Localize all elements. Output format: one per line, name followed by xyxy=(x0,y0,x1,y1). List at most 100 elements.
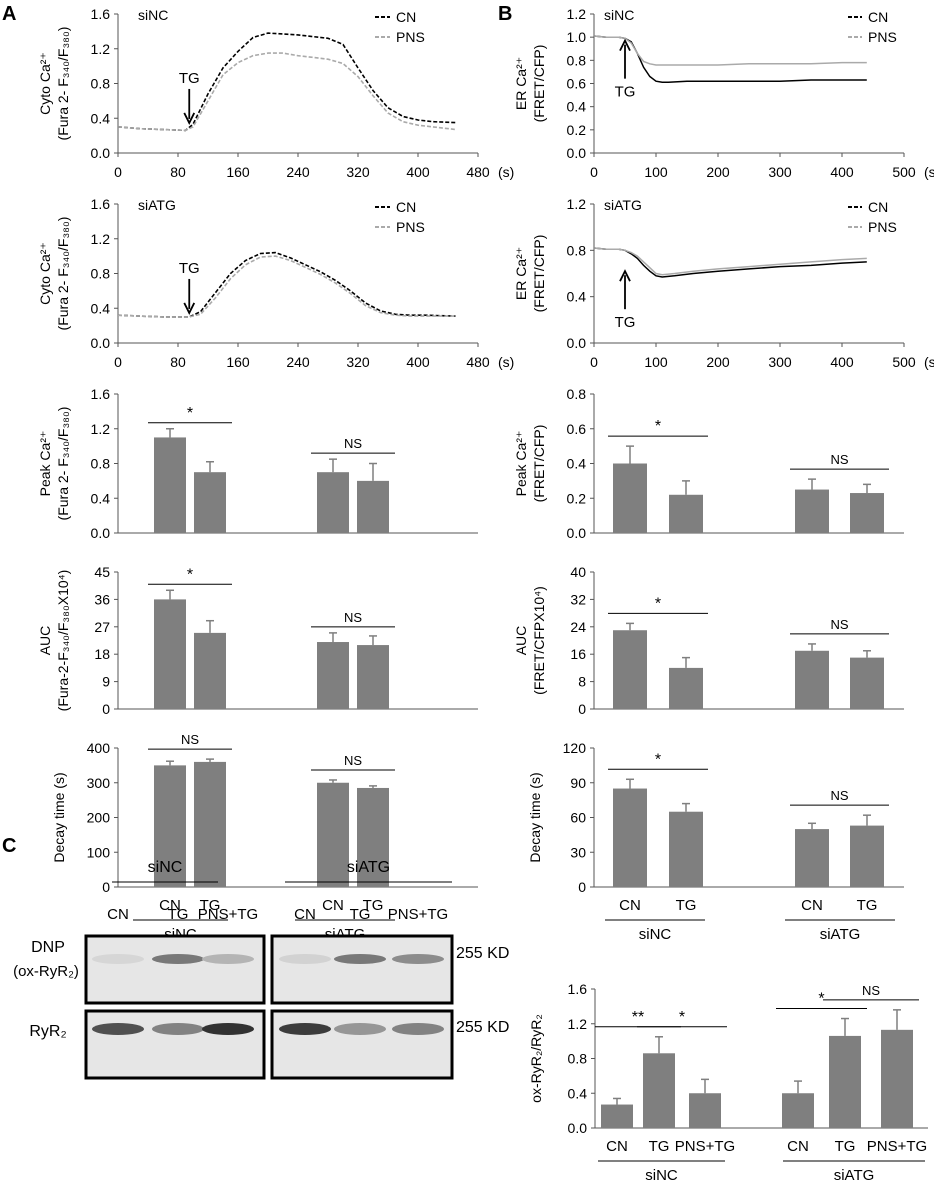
blot-lane-label: CN xyxy=(294,906,316,923)
bar-chart-a3: 0.0 0.4 0.8 1.2 1.6 Peak Ca²⁺ (Fura 2- F₃₄₀/F₃… xyxy=(37,386,478,541)
bar xyxy=(317,472,349,533)
y-axis-label: Cyto Ca²⁺ xyxy=(37,52,53,115)
bar xyxy=(194,632,226,709)
x-tick-label: 80 xyxy=(170,164,186,180)
y-axis-label: Decay time (s) xyxy=(527,772,543,862)
x-category-label: CN xyxy=(801,897,823,914)
blot-row-label: DNP xyxy=(31,939,65,956)
y-axis-label-2: (Fura 2- F₃₄₀/F₃₈₀) xyxy=(55,27,71,141)
y-tick-label: 1.6 xyxy=(91,386,111,402)
bar xyxy=(613,463,647,533)
blot-row-label-2: (ox-RyR₂) xyxy=(13,963,79,980)
y-tick-label: 1.2 xyxy=(91,421,111,437)
y-tick-label: 1.6 xyxy=(568,981,588,997)
bar xyxy=(795,489,829,533)
blot-membrane xyxy=(84,1009,266,1080)
bar xyxy=(795,829,829,887)
tg-arrowhead xyxy=(183,302,196,315)
blot-band xyxy=(92,954,144,964)
blot-band xyxy=(279,954,331,964)
y-tick-label: 0.0 xyxy=(91,525,111,541)
x-category-label: TG xyxy=(857,897,878,914)
blot-band xyxy=(152,1023,204,1035)
y-tick-label: 0.4 xyxy=(91,110,111,126)
bar xyxy=(357,787,389,887)
series-line-pns xyxy=(117,255,456,318)
y-tick-label: 0.8 xyxy=(91,266,111,282)
y-axis-label-2: (Fura-2-F₃₄₀/F₃₈₀X10⁴) xyxy=(55,570,71,712)
bar xyxy=(850,493,884,533)
y-tick-label: 0.4 xyxy=(91,300,111,316)
tg-label: TG xyxy=(615,84,636,101)
line-chart-a1: 0.0 0.4 0.8 1.2 1.6 Cyto Ca²⁺ (Fura 2- F₃₄₀/F₃… xyxy=(37,6,514,180)
y-tick-label: 0 xyxy=(578,879,586,895)
group-label: siNC xyxy=(138,7,168,23)
x-category-label: TG xyxy=(200,897,221,914)
legend-label-cn: CN xyxy=(868,9,888,25)
y-tick-label: 0.0 xyxy=(91,145,111,161)
legend-label-pns: PNS xyxy=(868,219,897,235)
bar xyxy=(829,1035,861,1128)
x-category-label: TG xyxy=(835,1138,856,1155)
series-line-pns xyxy=(593,35,867,66)
tg-arrowhead xyxy=(619,38,631,52)
bar xyxy=(613,788,647,887)
group-label: siATG xyxy=(834,1167,875,1181)
y-tick-label: 1.6 xyxy=(91,196,111,212)
panel-label-b: B xyxy=(498,3,512,25)
y-tick-label: 1.2 xyxy=(91,231,111,247)
group-label: siNC xyxy=(645,1167,678,1181)
legend-label-pns: PNS xyxy=(396,219,425,235)
y-tick-label: 0.6 xyxy=(567,421,587,437)
y-tick-label: 0.4 xyxy=(91,490,111,506)
x-tick-label: 500 xyxy=(892,164,916,180)
blot-band xyxy=(202,1023,254,1035)
blot-group-label: siATG xyxy=(347,859,390,876)
y-axis-label-2: (FRET/CFP) xyxy=(531,45,547,123)
bar xyxy=(689,1093,721,1128)
blot-lane-label: PNS+TG xyxy=(388,906,448,923)
blot-band xyxy=(92,1023,144,1035)
significance-label: NS xyxy=(830,617,848,632)
y-tick-label: 0 xyxy=(102,879,110,895)
blot-lane-label: CN xyxy=(107,906,129,923)
x-tick-label: 0 xyxy=(590,164,598,180)
bar xyxy=(669,811,703,887)
x-tick-label: 320 xyxy=(346,354,370,370)
tg-label: TG xyxy=(179,70,200,87)
series-line-cn xyxy=(117,32,456,132)
line-chart-b1: 0.0 0.2 0.4 0.6 0.8 1.0 1.2 ER Ca²⁺ (FRET/CFP) 0 1… xyxy=(513,6,934,180)
y-tick-label: 30 xyxy=(570,844,586,860)
y-tick-label: 18 xyxy=(94,646,110,662)
x-tick-label: 100 xyxy=(644,354,668,370)
tg-label: TG xyxy=(615,314,636,331)
y-tick-label: 0.8 xyxy=(91,76,111,92)
y-tick-label: 1.2 xyxy=(568,1016,588,1032)
y-tick-label: 100 xyxy=(87,844,111,860)
y-tick-label: 0.0 xyxy=(567,335,587,351)
bar xyxy=(317,782,349,887)
blot-band xyxy=(392,954,444,964)
bar xyxy=(782,1093,814,1128)
panel-label-c: C xyxy=(2,835,16,857)
x-tick-label: 480 xyxy=(466,164,490,180)
bar xyxy=(357,480,389,533)
y-axis-label: Cyto Ca²⁺ xyxy=(37,242,53,305)
y-axis-label: AUC xyxy=(513,626,529,656)
bar-chart-a4: 0 9 18 27 36 45 AUC (Fura-2-F₃₄₀/F₃₈₀X10⁴) * NS xyxy=(37,564,478,717)
bar xyxy=(881,1029,913,1128)
x-category-label: TG xyxy=(676,897,697,914)
bar xyxy=(850,657,884,709)
bar xyxy=(154,765,186,887)
y-axis-label: Peak Ca²⁺ xyxy=(513,431,529,497)
blot-membrane xyxy=(270,1009,454,1080)
bar xyxy=(669,494,703,533)
x-tick-label: 160 xyxy=(226,354,250,370)
group-label: siNC xyxy=(604,7,634,23)
y-tick-label: 1.0 xyxy=(567,29,587,45)
blot-band xyxy=(152,954,204,964)
x-tick-label: 200 xyxy=(706,164,730,180)
y-tick-label: 0.0 xyxy=(91,335,111,351)
y-tick-label: 8 xyxy=(578,674,586,690)
